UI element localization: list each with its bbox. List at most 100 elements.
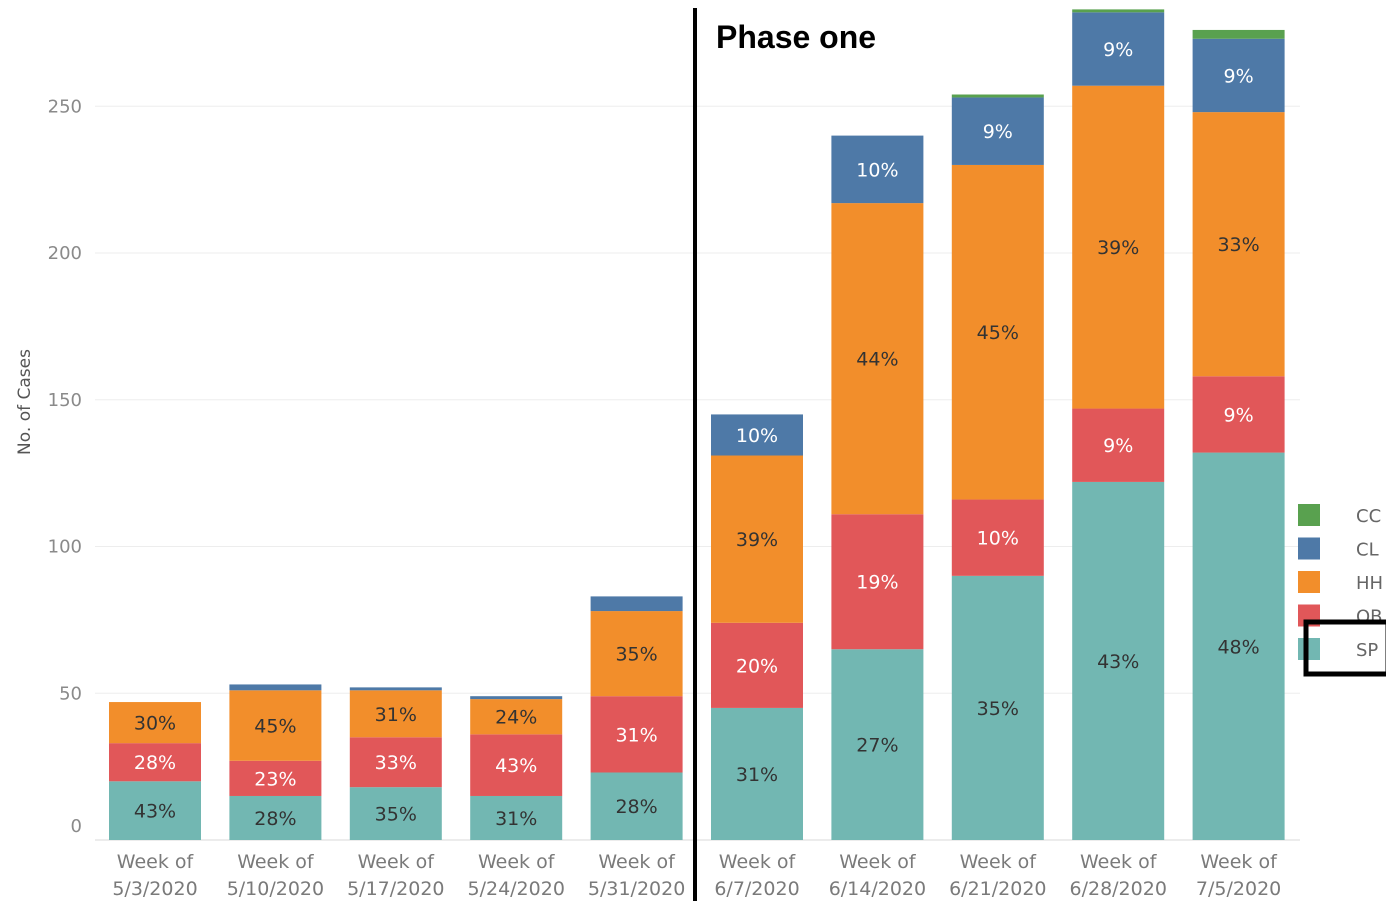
data-label: 31% (375, 704, 417, 726)
bar-segment-sp (1192, 452, 1285, 840)
x-tick-label: Week of (960, 851, 1038, 873)
legend-label-cl: CL (1356, 540, 1379, 561)
y-tick-label: 150 (48, 390, 82, 411)
bar-segment-ob (951, 499, 1044, 576)
bar-segment-cl (590, 596, 683, 612)
data-label: 10% (736, 425, 778, 447)
x-tick-label: Week of (1200, 851, 1278, 873)
bar-segment-hh (590, 611, 683, 697)
bar-segment-hh (711, 455, 803, 623)
data-label: 35% (375, 804, 417, 826)
data-label: 20% (736, 655, 778, 677)
data-label: 43% (134, 801, 176, 823)
y-axis-title: No. of Cases (15, 349, 35, 455)
data-label: 24% (495, 707, 537, 729)
bar-segment-cl (951, 97, 1044, 165)
bar-segment-cl (1192, 38, 1285, 113)
bar-segment-ob (711, 622, 803, 708)
data-label: 43% (1097, 651, 1139, 673)
bars: 43% 28% 30% 28% 23% 45% 35% 33% 31% 31% 43% 24% 28% 3… (109, 9, 1285, 840)
bar-segment-ob (590, 696, 683, 773)
bar-segment-cl (229, 684, 322, 691)
data-label: 39% (1097, 237, 1139, 259)
legend-swatch-sp (1298, 638, 1320, 660)
x-tick-label: 5/17/2020 (347, 878, 444, 900)
bar-segment-sp (109, 781, 201, 840)
bar-segment-hh (1072, 85, 1165, 409)
data-label: 31% (615, 724, 657, 746)
x-tick-label: Week of (598, 851, 676, 873)
x-axis-labels: Week of 5/3/2020 Week of 5/10/2020 Week of 5/… (112, 851, 1281, 900)
bar-segment-ob (229, 760, 322, 796)
legend-label-cc: CC (1356, 506, 1381, 527)
x-tick-label: Week of (839, 851, 917, 873)
y-axis-ticks: 0 50 100 150 200 250 (48, 96, 82, 837)
bar-segment-sp (951, 575, 1044, 840)
data-label: 48% (1217, 636, 1259, 658)
bar-segment-cl (711, 414, 803, 456)
data-label: 31% (736, 764, 778, 786)
bar-segment-cl (349, 687, 442, 691)
x-tick-label: Week of (1080, 851, 1158, 873)
bar-segment-sp (831, 649, 924, 840)
x-tick-label: Week of (719, 851, 797, 873)
data-label: 9% (1224, 404, 1254, 426)
data-label: 33% (1217, 234, 1259, 256)
x-tick-label: 6/14/2020 (829, 878, 926, 900)
x-tick-label: 6/21/2020 (949, 878, 1046, 900)
bar-segment-sp (590, 772, 683, 840)
y-axis-label: No. of Cases (15, 349, 35, 455)
y-tick-label: 100 (48, 537, 82, 558)
phase-label: Phase one (716, 19, 876, 55)
bar-segment-sp (349, 787, 442, 840)
bar-segment-ob (1192, 376, 1285, 453)
y-tick-label: 0 (71, 816, 82, 837)
data-label: 28% (134, 752, 176, 774)
data-label: 9% (1224, 65, 1254, 87)
legend-swatch-cl (1298, 537, 1320, 560)
y-tick-label: 50 (59, 683, 82, 704)
phase-annotation: Phase one (716, 19, 876, 55)
data-label: 30% (134, 713, 176, 735)
data-label: 43% (495, 755, 537, 777)
x-tick-label: 5/10/2020 (227, 878, 324, 900)
x-tick-label: 5/31/2020 (588, 878, 685, 900)
data-label: 35% (615, 644, 657, 666)
bar-segment-ob (831, 514, 924, 650)
x-tick-label: 5/24/2020 (467, 878, 564, 900)
bar-segment-sp (1072, 481, 1165, 840)
x-tick-label: Week of (478, 851, 556, 873)
bar-segment-ob (470, 734, 563, 796)
bar-segment-cc (951, 94, 1044, 98)
data-label: 44% (856, 349, 898, 371)
bar-segment-cl (1072, 12, 1165, 86)
bar-segment-hh (229, 690, 322, 761)
y-tick-label: 250 (48, 96, 82, 117)
bar-segment-cc (1192, 29, 1285, 39)
bar-segment-cl (831, 135, 924, 204)
x-tick-label: 6/7/2020 (714, 878, 799, 900)
data-label: 39% (736, 529, 778, 551)
bar-segment-hh (831, 203, 924, 515)
bar-segment-sp (470, 795, 563, 840)
legend-label-sp: SP (1356, 640, 1378, 661)
data-label: 45% (977, 322, 1019, 344)
x-tick-label: 7/5/2020 (1196, 878, 1281, 900)
legend-swatch-cc (1298, 504, 1320, 526)
bar-segment-sp (711, 707, 803, 840)
legend-highlight-box (1303, 619, 1386, 677)
data-label: 10% (856, 159, 898, 181)
data-label: 45% (254, 716, 296, 738)
data-label: 10% (977, 528, 1019, 550)
bar-segment-ob (109, 743, 201, 782)
bar-segment-hh (109, 702, 201, 744)
legend-swatch-hh (1298, 571, 1320, 593)
data-label: 27% (856, 735, 898, 757)
data-label: 33% (375, 752, 417, 774)
legend-label-hh: HH (1356, 573, 1383, 594)
bar-segment-ob (349, 737, 442, 788)
x-tick-label: Week of (358, 851, 436, 873)
x-tick-label: Week of (237, 851, 315, 873)
